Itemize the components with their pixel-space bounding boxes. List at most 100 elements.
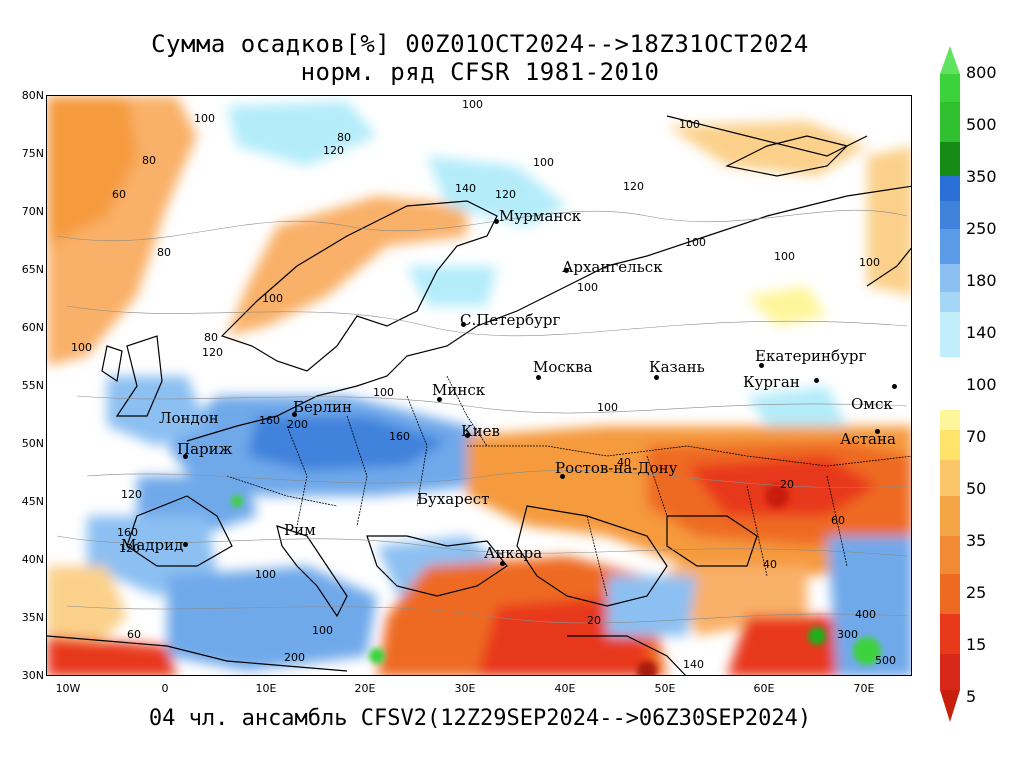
colorbar-label: 250: [966, 219, 997, 238]
contour-label: 100: [373, 386, 394, 399]
city-dot: [183, 454, 188, 459]
city-label: Омск: [851, 395, 893, 413]
contour-label: 140: [455, 182, 476, 195]
city-dot: [500, 561, 505, 566]
colorbar-swatch: [940, 229, 960, 264]
contour-label: 120: [121, 488, 142, 501]
colorbar-label: 50: [966, 479, 987, 498]
lat-tick-label: 45N: [21, 495, 44, 508]
colorbar-swatch: [940, 654, 960, 690]
colorbar-swatch: [940, 102, 960, 142]
contour-label: 100: [71, 341, 92, 354]
city-label: Ростов-на-Дону: [555, 459, 678, 477]
map-title-line1: Сумма осадков[%] 00Z01OCT2024-->18Z31OCT…: [151, 30, 809, 58]
colorbar-label: 500: [966, 115, 997, 134]
contour-label: 80: [157, 246, 171, 259]
anomaly-cores: [231, 484, 881, 675]
contour-label: 200: [287, 418, 308, 431]
city-label: Лондон: [159, 409, 219, 427]
lat-tick-label: 75N: [21, 147, 44, 160]
colorbar-label: 5: [966, 687, 977, 706]
colorbar-swatch: [940, 430, 960, 460]
city-dot: [814, 378, 819, 383]
lat-tick-label: 30N: [21, 669, 44, 682]
contour-label: 100: [774, 250, 795, 263]
colorbar-swatch: [940, 574, 960, 614]
city-label: Бухарест: [417, 490, 490, 508]
colorbar-swatch: [940, 496, 960, 536]
contour-label: 60: [127, 628, 141, 641]
lon-tick-label: 10E: [255, 682, 277, 695]
city-label: Архангельск: [562, 258, 663, 276]
city-dot: [494, 219, 499, 224]
city-dot: [564, 268, 569, 273]
lon-tick-label: 10W: [55, 682, 81, 695]
contour-label: 100: [312, 624, 333, 637]
contour-lines: [56, 209, 908, 624]
contour-label: 100: [194, 112, 215, 125]
lon-tick-label: 0: [161, 682, 169, 695]
contour-label: 140: [683, 658, 704, 671]
lat-tick-label: 40N: [21, 553, 44, 566]
city-dot: [437, 397, 442, 402]
city-dot: [292, 412, 297, 417]
city-label: Минск: [432, 381, 486, 399]
lat-tick-label: 60N: [21, 321, 44, 334]
city-label: Рим: [284, 521, 316, 539]
contour-label: 200: [284, 651, 305, 664]
contour-label: 80: [142, 154, 156, 167]
city-dot: [654, 375, 659, 380]
city-label: Москва: [533, 358, 593, 376]
colorbar-label: 100: [966, 375, 997, 394]
contour-label: 120: [323, 144, 344, 157]
coastlines: [47, 115, 911, 675]
contour-label: 100: [679, 118, 700, 131]
colorbar-label: 35: [966, 531, 987, 550]
colorbar-label: 180: [966, 271, 997, 290]
contour-label: 120: [623, 180, 644, 193]
colorbar-label: 140: [966, 323, 997, 342]
city-label: Берлин: [293, 398, 353, 416]
contour-label: 500: [875, 654, 896, 667]
contour-label: 100: [462, 98, 483, 111]
colorbar-swatch: [940, 614, 960, 654]
lon-tick-label: 70E: [853, 682, 875, 695]
colorbar: [940, 46, 960, 722]
contour-label: 160: [259, 414, 280, 427]
city-dot: [560, 474, 565, 479]
city-label: С.Петербург: [460, 311, 561, 329]
city-label: Екатеринбург: [755, 347, 867, 365]
colorbar-label: 70: [966, 427, 987, 446]
colorbar-swatch: [940, 142, 960, 176]
contour-label: 100: [255, 568, 276, 581]
city-label: Мадрид: [121, 536, 184, 554]
colorbar-swatch: [940, 460, 960, 496]
precipitation-map: 100 100 100 80 80 60 120 100 120 140 120…: [46, 95, 912, 676]
contour-label: 60: [831, 514, 845, 527]
city-label: Мурманск: [499, 207, 582, 225]
colorbar-swatch: [940, 264, 960, 292]
contour-label: 160: [117, 526, 138, 539]
colorbar-top-arrow: [940, 46, 960, 74]
city-dot: [892, 384, 897, 389]
contour-label: 160: [389, 430, 410, 443]
lat-tick-label: 50N: [21, 437, 44, 450]
contour-label: 60: [112, 188, 126, 201]
contour-label: 120: [495, 188, 516, 201]
ensemble-caption: 04 чл. ансамбль CFSV2(12Z29SEP2024-->06Z…: [148, 706, 812, 731]
lat-tick-label: 80N: [21, 89, 44, 102]
lon-tick-label: 60E: [753, 682, 775, 695]
city-label: Киев: [461, 422, 500, 440]
map-canvas: [47, 96, 911, 675]
lat-tick-label: 55N: [21, 379, 44, 392]
city-dot: [875, 429, 880, 434]
city-dot: [183, 542, 188, 547]
contour-label: 80: [204, 331, 218, 344]
colorbar-swatch: [940, 292, 960, 312]
colorbar-swatch: [940, 201, 960, 229]
country-borders: [226, 375, 911, 597]
city-dot: [759, 363, 764, 368]
lon-tick-label: 40E: [554, 682, 576, 695]
colorbar-swatch: [940, 74, 960, 102]
colorbar-swatch: [940, 536, 960, 574]
